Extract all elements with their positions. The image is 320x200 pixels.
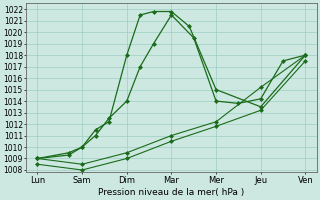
X-axis label: Pression niveau de la mer( hPa ): Pression niveau de la mer( hPa ) xyxy=(98,188,244,197)
